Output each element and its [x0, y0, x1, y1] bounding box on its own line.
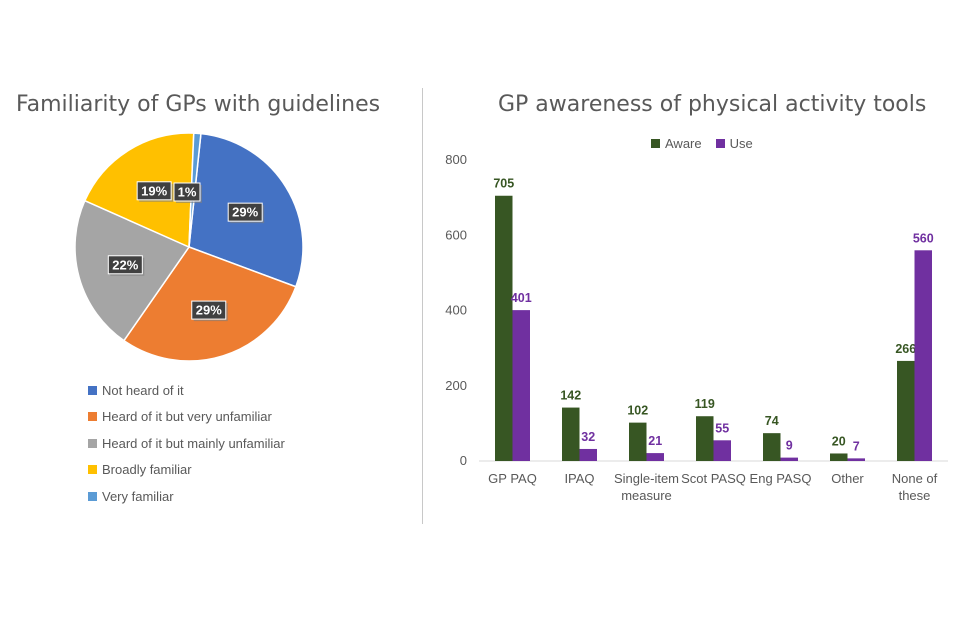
bar-use — [512, 310, 530, 461]
bar-data-label: 142 — [560, 389, 581, 403]
legend-label: Heard of it but very unfamiliar — [102, 409, 272, 425]
bar-use — [847, 458, 865, 461]
legend-item: Not heard of it — [88, 377, 285, 404]
bar-data-label: 55 — [715, 421, 729, 435]
pie-label-box — [173, 182, 201, 202]
bar-use — [646, 453, 664, 461]
legend-label: Very familiar — [102, 488, 174, 504]
pie-label-box — [227, 202, 263, 222]
pie-data-label: 19% — [141, 183, 167, 198]
legend-label: Aware — [665, 136, 702, 151]
legend-swatch — [88, 438, 97, 448]
x-category-label: measure — [621, 488, 672, 503]
x-category-label: these — [899, 488, 931, 503]
bar-aware — [897, 360, 915, 461]
bar-aware — [495, 195, 513, 461]
pie-label-box — [191, 300, 227, 320]
y-tick-label: 600 — [445, 227, 467, 242]
bar-data-label: 21 — [648, 434, 662, 448]
x-category-label: Single-item — [614, 471, 679, 486]
legend-item: Heard of it but mainly unfamiliar — [88, 430, 285, 457]
bar-data-label: 32 — [581, 430, 595, 444]
bar-use — [780, 457, 798, 461]
bar-aware — [830, 453, 848, 461]
bar-data-label: 74 — [765, 414, 779, 428]
pie-chart-title: Familiarity of GPs with guidelines — [16, 92, 381, 117]
bar-use — [579, 448, 597, 461]
x-category-label: Other — [831, 471, 864, 486]
legend-item: Heard of it but very unfamiliar — [88, 404, 285, 431]
bar-data-label: 266 — [895, 342, 916, 356]
pie-label-box — [136, 181, 172, 201]
bar-data-label: 7 — [853, 439, 860, 453]
bar-aware — [629, 422, 647, 461]
legend-swatch — [88, 465, 97, 475]
bar-use — [914, 250, 932, 461]
pie-data-label: 1% — [178, 185, 197, 200]
bar-data-label: 20 — [832, 434, 846, 448]
legend-label: Not heard of it — [102, 382, 184, 398]
bar-aware — [763, 433, 781, 461]
pie-label-box — [107, 255, 143, 275]
bar-legend: Aware Use — [651, 136, 753, 151]
bar-chart-title: GP awareness of physical activity tools — [498, 92, 927, 117]
bar-data-label: 9 — [786, 439, 793, 453]
x-category-label: GP PAQ — [488, 471, 537, 486]
bar-data-label: 705 — [493, 177, 514, 191]
bar-use — [713, 440, 731, 461]
pie-legend: Not heard of it Heard of it but very unfa… — [88, 377, 285, 510]
pie-chart: 29% 29% 22% 19% 1% — [74, 132, 304, 362]
x-category-label: None of — [892, 471, 938, 486]
y-tick-label: 200 — [445, 378, 467, 393]
legend-swatch — [651, 139, 660, 148]
legend-swatch — [715, 139, 725, 148]
legend-item: Very familiar — [88, 483, 285, 510]
pie-data-label: 29% — [196, 303, 222, 318]
pie-data-label: 22% — [112, 257, 138, 272]
legend-item: Broadly familiar — [88, 457, 285, 484]
legend-label: Use — [729, 136, 753, 151]
bar-aware — [696, 416, 714, 461]
legend-swatch — [88, 385, 97, 395]
x-category-label: IPAQ — [564, 471, 594, 486]
y-tick-label: 0 — [460, 453, 467, 468]
legend-label: Heard of it but mainly unfamiliar — [102, 435, 285, 451]
x-category-label: Scot PASQ — [681, 471, 746, 486]
y-tick-label: 800 — [445, 152, 467, 167]
legend-item: Use — [715, 136, 753, 151]
legend-swatch — [88, 412, 97, 422]
bar-data-label: 102 — [627, 404, 648, 418]
bar-data-label: 401 — [511, 291, 532, 305]
x-category-label: Eng PASQ — [750, 471, 812, 486]
pie-data-label: 29% — [232, 205, 258, 220]
panel-divider — [422, 88, 423, 524]
bar-chart: 0 200 400 600 800 705 401 GP PAQ 142 32 IPAQ 102 21 S… — [445, 152, 948, 503]
legend-label: Broadly familiar — [102, 462, 192, 478]
legend-item: Aware — [651, 136, 702, 151]
bar-data-label: 119 — [695, 397, 715, 411]
bar-data-label: 560 — [913, 231, 934, 245]
legend-swatch — [88, 491, 97, 501]
y-tick-label: 400 — [445, 303, 467, 318]
bar-aware — [562, 407, 580, 461]
